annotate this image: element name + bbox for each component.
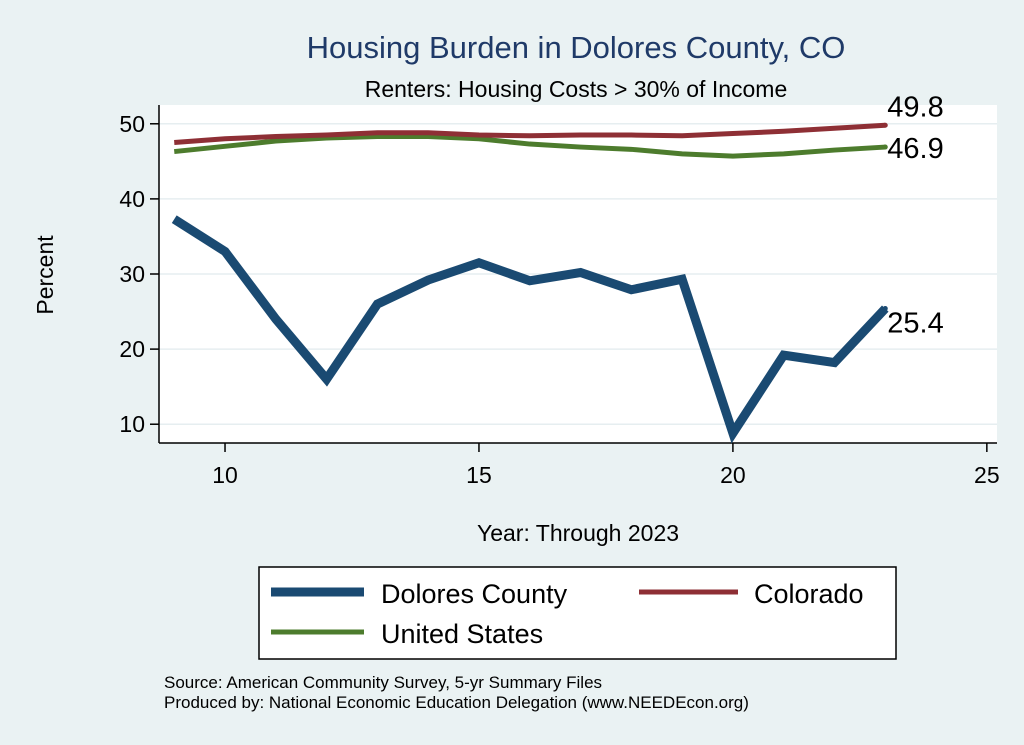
series-end-point-united-states — [882, 144, 888, 150]
chart-subtitle: Renters: Housing Costs > 30% of Income — [365, 76, 788, 102]
produced-by-line: Produced by: National Economic Education… — [164, 693, 749, 712]
x-tick-label-20: 20 — [720, 462, 746, 488]
x-axis-title: Year: Through 2023 — [477, 520, 679, 546]
y-tick-label-10: 10 — [119, 411, 145, 437]
y-tick-label-30: 30 — [119, 261, 145, 287]
y-axis-ticks: 10 20 30 40 50 — [119, 111, 159, 437]
end-label-dolores-county: 25.4 — [887, 308, 943, 340]
legend-box — [258, 566, 897, 660]
series-line-united-states — [173, 134, 886, 159]
y-tick-label-50: 50 — [119, 111, 145, 137]
series-end-point-colorado — [882, 122, 888, 128]
x-axis-ticks: 10 15 20 25 — [212, 443, 1000, 488]
source-line: Source: American Community Survey, 5-yr … — [164, 673, 602, 692]
y-tick-label-40: 40 — [119, 186, 145, 212]
series-end-point-dolores-county — [882, 306, 888, 312]
legend: Dolores County Colorado United States — [258, 566, 897, 660]
x-tick-label-25: 25 — [974, 462, 1000, 488]
legend-label-united-states: United States — [381, 619, 543, 649]
x-tick-label-10: 10 — [212, 462, 238, 488]
x-tick-label-15: 15 — [466, 462, 492, 488]
end-labels: 25.4 49.8 46.9 — [887, 91, 943, 339]
end-label-united-states: 46.9 — [887, 133, 943, 165]
legend-label-colorado: Colorado — [754, 579, 864, 609]
y-axis-title: Percent — [32, 235, 58, 315]
series-line-colorado — [174, 122, 886, 146]
series-lines — [171, 122, 889, 444]
series-line-dolores-county — [171, 215, 889, 444]
legend-label-dolores-county: Dolores County — [381, 579, 568, 609]
end-label-colorado: 49.8 — [887, 91, 943, 123]
chart-title: Housing Burden in Dolores County, CO — [307, 30, 846, 65]
y-tick-label-20: 20 — [119, 336, 145, 362]
